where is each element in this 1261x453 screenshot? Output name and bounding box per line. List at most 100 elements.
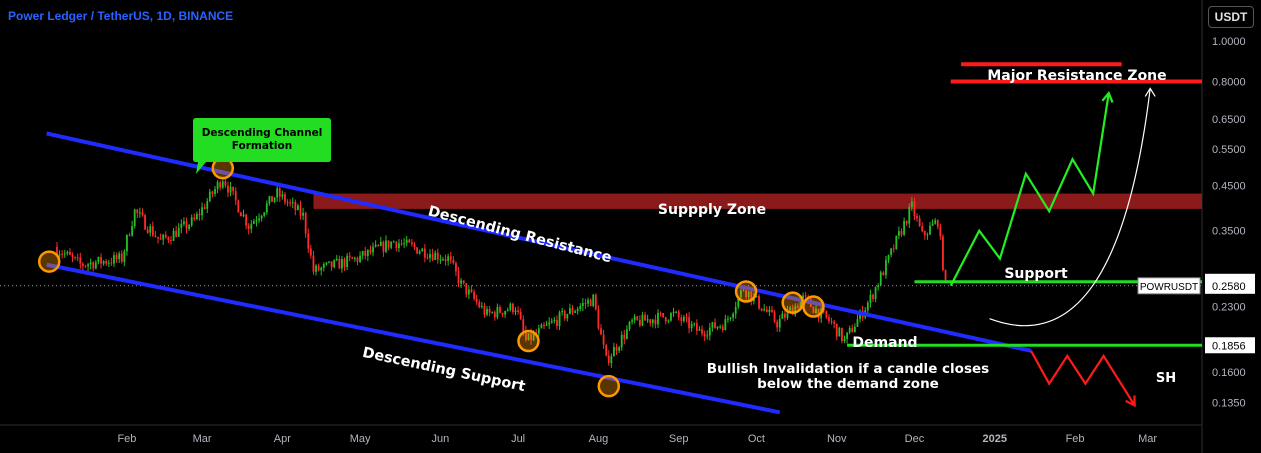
candle-body bbox=[817, 308, 820, 319]
candle-body bbox=[434, 252, 437, 260]
candle-body bbox=[118, 253, 121, 260]
candle-body bbox=[641, 314, 644, 326]
candle-body bbox=[408, 239, 411, 243]
candle-body bbox=[698, 329, 701, 331]
candle-body bbox=[322, 264, 325, 268]
y-tick-label: 0.8000 bbox=[1212, 76, 1246, 88]
candle-body bbox=[675, 311, 678, 313]
candle-body bbox=[910, 201, 913, 207]
candle-body bbox=[610, 356, 613, 364]
x-tick-label: Mar bbox=[193, 433, 212, 445]
candle-body bbox=[120, 253, 123, 262]
supply-zone bbox=[313, 193, 1202, 209]
candle-body bbox=[716, 326, 719, 329]
candle-body bbox=[636, 316, 639, 320]
x-tick-label: Sep bbox=[669, 433, 689, 445]
candle-body bbox=[802, 295, 804, 301]
candle-body bbox=[190, 217, 193, 226]
candle-body bbox=[423, 248, 426, 258]
candle-body bbox=[89, 262, 92, 265]
candle-body bbox=[828, 317, 830, 322]
candle-body bbox=[680, 317, 683, 321]
candle-body bbox=[620, 334, 623, 348]
y-tick-label: 0.4500 bbox=[1212, 180, 1246, 192]
candle-body bbox=[703, 333, 706, 337]
candle-body bbox=[667, 320, 670, 322]
candle-body bbox=[851, 327, 854, 333]
x-tick-label: May bbox=[350, 433, 371, 445]
candle-body bbox=[727, 318, 729, 320]
candle-body bbox=[483, 305, 486, 315]
candle-body bbox=[835, 323, 838, 337]
currency-selector-button[interactable]: USDT bbox=[1208, 6, 1254, 28]
candle-body bbox=[638, 319, 641, 326]
candle-body bbox=[478, 302, 481, 307]
candle-body bbox=[589, 299, 592, 307]
candle-body bbox=[607, 355, 610, 364]
candle-body bbox=[776, 321, 779, 328]
candle-body bbox=[690, 323, 693, 329]
candle-body bbox=[540, 324, 543, 329]
x-tick-label: Dec bbox=[905, 433, 925, 445]
candle-body bbox=[574, 311, 577, 313]
candle-body bbox=[271, 196, 273, 202]
candle-body bbox=[278, 188, 281, 197]
candle-body bbox=[615, 347, 618, 351]
candle-body bbox=[208, 191, 211, 202]
candle-body bbox=[838, 327, 841, 337]
candle-body bbox=[524, 330, 527, 341]
candle-body bbox=[416, 247, 418, 254]
candle-body bbox=[602, 334, 605, 345]
candle-body bbox=[934, 220, 937, 224]
candle-body bbox=[579, 305, 582, 310]
candle-body bbox=[646, 319, 649, 321]
candle-body bbox=[480, 305, 483, 307]
candle-body bbox=[198, 213, 201, 216]
candle-body bbox=[721, 326, 724, 331]
candle-body bbox=[81, 263, 84, 266]
candle-body bbox=[796, 305, 799, 309]
x-tick-label: Nov bbox=[827, 433, 847, 445]
candle-body bbox=[133, 209, 136, 227]
candle-body bbox=[584, 303, 587, 305]
candle-body bbox=[141, 212, 144, 216]
x-tick-label: Aug bbox=[589, 433, 609, 445]
candle-body bbox=[418, 251, 421, 254]
candle-body bbox=[276, 188, 279, 198]
candle-body bbox=[659, 312, 662, 314]
candle-body bbox=[260, 215, 263, 219]
candle-body bbox=[291, 202, 294, 204]
candle-body bbox=[631, 320, 633, 322]
support-label: Support bbox=[1004, 266, 1068, 282]
candle-body bbox=[553, 319, 556, 322]
candle-body bbox=[97, 256, 100, 263]
candle-body bbox=[162, 234, 165, 240]
symbol-tag bbox=[1137, 277, 1201, 295]
candle-body bbox=[939, 226, 942, 237]
candle-body bbox=[297, 205, 299, 210]
candle-body bbox=[224, 181, 227, 186]
candle-body bbox=[866, 302, 869, 311]
candle-body bbox=[455, 263, 457, 272]
candle-body bbox=[550, 321, 553, 323]
candle-body bbox=[465, 283, 468, 295]
candle-body bbox=[138, 212, 141, 214]
candle-body bbox=[265, 203, 268, 213]
candle-body bbox=[128, 234, 131, 236]
candle-body bbox=[685, 317, 688, 319]
demand-label: Demand bbox=[852, 335, 917, 351]
candle-body bbox=[126, 234, 128, 252]
candle-body bbox=[918, 218, 921, 227]
candle-body bbox=[457, 271, 460, 284]
candle-body bbox=[688, 317, 690, 329]
candle-body bbox=[252, 221, 255, 224]
rounded-bottom-arrowhead bbox=[1144, 87, 1156, 97]
candle-body bbox=[514, 310, 517, 313]
candle-body bbox=[563, 310, 566, 319]
candle-body bbox=[566, 313, 569, 319]
candle-body bbox=[758, 295, 760, 309]
candle-body bbox=[462, 280, 465, 284]
candle-body bbox=[219, 182, 222, 188]
candle-body bbox=[183, 221, 185, 224]
